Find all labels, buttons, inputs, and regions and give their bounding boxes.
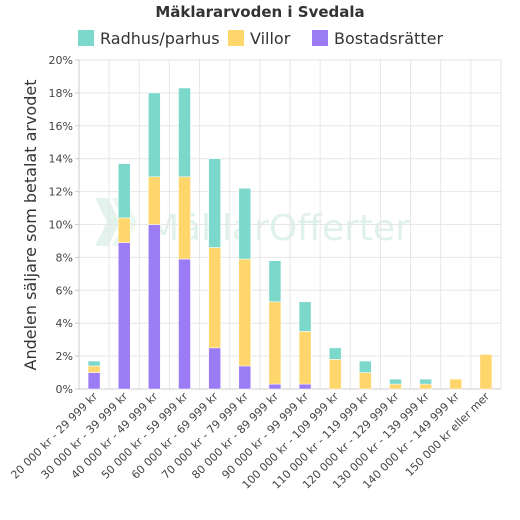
legend-swatch	[312, 30, 328, 46]
bar-segment	[87, 360, 101, 367]
y-tick-label: 12%	[49, 186, 73, 199]
y-tick-label: 10%	[49, 219, 73, 232]
legend-label: Bostadsrätter	[334, 29, 443, 48]
legend: Radhus/parhus Villor Bostadsrätter	[78, 29, 443, 48]
y-tick-label: 14%	[49, 153, 73, 166]
y-tick-label: 4%	[56, 317, 73, 330]
bar-segment	[208, 347, 221, 390]
bar-segment	[148, 92, 161, 178]
y-tick-label: 20%	[49, 54, 73, 67]
legend-item[interactable]: Bostadsrätter	[312, 29, 443, 48]
bar-segment	[359, 360, 372, 373]
bar-segment	[117, 163, 131, 219]
bar-segment	[268, 260, 282, 303]
bar-segment	[389, 378, 402, 385]
bar-segment	[419, 378, 432, 385]
bar-segment	[208, 158, 221, 248]
bar-segment	[298, 301, 312, 332]
bar-segment	[449, 378, 463, 390]
bar-segment	[148, 224, 161, 390]
legend-item[interactable]: Villor	[228, 29, 291, 48]
y-tick-label: 18%	[49, 87, 73, 100]
bar-segment	[178, 176, 191, 260]
y-tick-label: 0%	[56, 383, 73, 396]
legend-item[interactable]: Radhus/parhus	[78, 29, 220, 48]
bar-segment	[238, 188, 252, 260]
bar-segment	[117, 242, 131, 390]
y-tick-label: 6%	[56, 284, 73, 297]
watermark-text: MäklarOfferter	[148, 208, 410, 249]
bar-segment	[298, 383, 312, 390]
bar-segment	[419, 383, 432, 390]
watermark-logo-left	[95, 198, 120, 246]
bar-segment	[298, 331, 312, 385]
bar-segment	[359, 372, 372, 390]
bar-segment	[328, 347, 342, 360]
bars	[87, 87, 493, 390]
bar-segment	[389, 383, 402, 390]
bar-segment	[328, 359, 342, 390]
legend-swatch	[228, 30, 244, 46]
legend-label: Villor	[250, 29, 291, 48]
bar-segment	[268, 301, 282, 385]
legend-swatch	[78, 30, 94, 46]
grid	[78, 59, 502, 390]
bar-segment	[238, 365, 252, 390]
legend-label: Radhus/parhus	[100, 29, 220, 48]
bar-segment	[87, 372, 101, 390]
y-tick-label: 2%	[56, 350, 73, 363]
y-tick-label: 8%	[56, 251, 73, 264]
bar-segment	[479, 354, 493, 390]
y-axis-label: Andelen säljare som betalat arvodet	[21, 80, 40, 371]
bar-segment	[238, 258, 252, 367]
bar-segment	[87, 365, 101, 373]
chart-title: Mäklararvoden i Svedala	[155, 3, 364, 21]
bar-segment	[148, 176, 161, 225]
bar-segment	[178, 87, 191, 178]
bar-segment	[117, 217, 131, 243]
bar-segment	[268, 383, 282, 390]
bar-segment	[178, 258, 191, 390]
bar-segment	[208, 247, 221, 349]
y-axis: 0% 2% 4% 6% 8% 10% 12% 14% 16% 18% 20%	[49, 54, 79, 396]
watermark: MäklarOfferter	[95, 198, 410, 249]
y-tick-label: 16%	[49, 120, 73, 133]
